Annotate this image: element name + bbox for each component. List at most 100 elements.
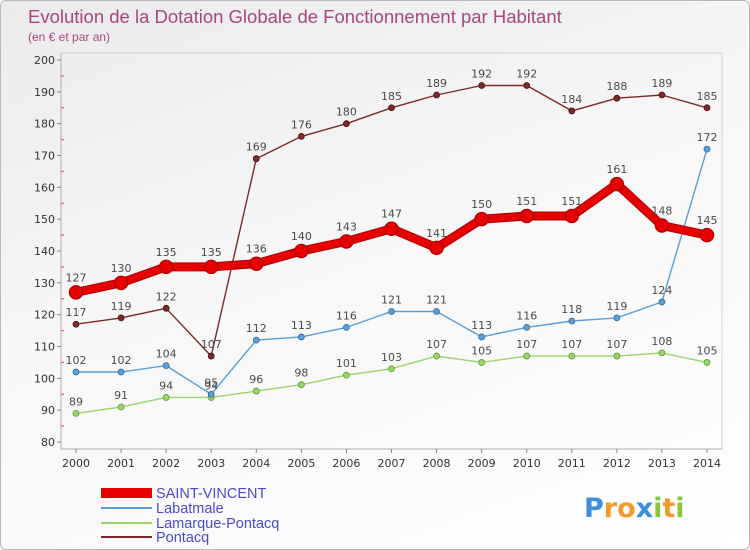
legend-swatch-labatmale: [101, 507, 152, 509]
y-tick-label: 150: [34, 213, 55, 226]
data-label-saint-vincent: 127: [66, 271, 87, 284]
data-point-pontacq: [207, 352, 215, 360]
data-label-labatmale: 112: [246, 322, 267, 335]
data-label-pontacq: 192: [516, 67, 537, 80]
legend-item-saint-vincent: SAINT-VINCENT: [101, 486, 267, 502]
data-point-lamarque-pontacq: [297, 381, 305, 389]
data-point-lamarque-pontacq: [658, 349, 666, 357]
x-tick-label: 2006: [332, 457, 360, 470]
data-label-saint-vincent: 130: [111, 262, 132, 275]
data-point-pontacq: [162, 304, 170, 312]
data-point-pontacq: [72, 320, 80, 328]
data-label-saint-vincent: 145: [697, 214, 718, 227]
data-point-labatmale: [523, 323, 531, 331]
logo-letter: P: [584, 493, 604, 524]
data-label-labatmale: 102: [111, 354, 132, 367]
y-tick-label: 100: [34, 372, 55, 385]
legend-item-pontacq: Pontacq: [101, 530, 209, 546]
data-label-pontacq: 184: [561, 93, 582, 106]
data-point-saint-vincent: [339, 234, 354, 249]
data-label-labatmale: 116: [336, 309, 357, 322]
series-pontacq: [72, 82, 711, 360]
data-label-pontacq: 180: [336, 106, 357, 119]
data-label-saint-vincent: 161: [606, 163, 627, 176]
data-point-saint-vincent: [474, 211, 489, 227]
data-point-pontacq: [297, 132, 305, 140]
data-point-lamarque-pontacq: [703, 359, 711, 366]
x-tick-label: 2009: [468, 457, 496, 470]
y-tick-label: 190: [34, 86, 55, 99]
y-tick-label: 180: [34, 118, 55, 131]
x-tick-label: 2007: [378, 457, 406, 470]
data-label-labatmale: 102: [66, 354, 87, 367]
data-label-lamarque-pontacq: 101: [336, 357, 357, 370]
x-tick-label: 2003: [197, 457, 225, 470]
data-point-pontacq: [568, 107, 576, 115]
data-label-pontacq: 188: [606, 80, 627, 93]
logo-letter: i: [653, 493, 662, 524]
data-point-pontacq: [478, 82, 486, 89]
data-point-pontacq: [117, 314, 125, 322]
logo-letter: i: [675, 493, 684, 524]
data-label-pontacq: 189: [651, 77, 672, 90]
x-tick-label: 2000: [62, 457, 90, 470]
legend: SAINT-VINCENT Labatmale Lamarque-Pontacq…: [101, 486, 279, 546]
data-point-saint-vincent: [203, 259, 219, 275]
y-tick-label: 120: [34, 309, 55, 322]
data-point-labatmale: [703, 145, 711, 153]
data-point-lamarque-pontacq: [162, 394, 170, 401]
y-tick-label: 170: [34, 150, 55, 163]
data-label-labatmale: 119: [606, 300, 627, 313]
data-label-labatmale: 95: [204, 376, 218, 389]
data-point-saint-vincent: [429, 240, 444, 256]
data-label-lamarque-pontacq: 103: [381, 351, 402, 364]
data-point-pontacq: [523, 82, 531, 89]
data-point-labatmale: [433, 308, 440, 315]
logo-letter: t: [662, 493, 675, 524]
data-label-pontacq: 189: [426, 77, 447, 90]
data-label-lamarque-pontacq: 105: [471, 344, 492, 357]
data-label-pontacq: 192: [471, 67, 492, 80]
data-point-labatmale: [117, 368, 125, 376]
legend-item-lamarque-pontacq: Lamarque-Pontacq: [101, 516, 279, 532]
data-label-lamarque-pontacq: 91: [114, 389, 128, 402]
data-label-labatmale: 121: [381, 293, 402, 306]
data-label-labatmale: 172: [697, 131, 718, 144]
y-tick-label: 80: [41, 436, 55, 449]
data-label-saint-vincent: 151: [561, 195, 582, 208]
y-tick-label: 200: [34, 54, 55, 67]
legend-item-labatmale: Labatmale: [101, 501, 224, 517]
data-label-pontacq: 185: [697, 90, 718, 103]
data-point-labatmale: [162, 362, 170, 370]
data-point-saint-vincent: [654, 218, 670, 233]
data-label-saint-vincent: 148: [651, 205, 672, 218]
data-label-saint-vincent: 141: [426, 227, 447, 240]
legend-label-pontacq: Pontacq: [156, 530, 209, 546]
data-point-lamarque-pontacq: [343, 371, 350, 379]
y-tick-label: 130: [34, 277, 55, 290]
data-label-pontacq: 107: [201, 338, 222, 351]
series-layer: [68, 82, 715, 417]
data-point-pontacq: [613, 94, 621, 102]
series-lamarque-pontacq: [72, 349, 711, 417]
data-label-pontacq: 169: [246, 141, 267, 154]
data-point-pontacq: [433, 91, 440, 99]
data-label-saint-vincent: 140: [291, 230, 312, 243]
data-point-lamarque-pontacq: [613, 352, 621, 360]
data-point-saint-vincent: [158, 259, 174, 275]
data-point-labatmale: [658, 298, 666, 306]
x-tick-label: 2012: [603, 457, 631, 470]
data-label-lamarque-pontacq: 107: [426, 338, 447, 351]
data-point-labatmale: [297, 333, 305, 341]
data-point-saint-vincent: [564, 208, 580, 224]
data-point-lamarque-pontacq: [568, 352, 576, 360]
x-tick-label: 2013: [648, 457, 676, 470]
data-point-saint-vincent: [609, 176, 625, 192]
x-tick-label: 2008: [423, 457, 451, 470]
series-line-pontacq: [75, 84, 708, 357]
data-label-saint-vincent: 135: [201, 246, 222, 259]
x-tick-label: 2014: [693, 457, 721, 470]
data-label-saint-vincent: 147: [381, 208, 402, 221]
data-point-lamarque-pontacq: [72, 409, 80, 417]
